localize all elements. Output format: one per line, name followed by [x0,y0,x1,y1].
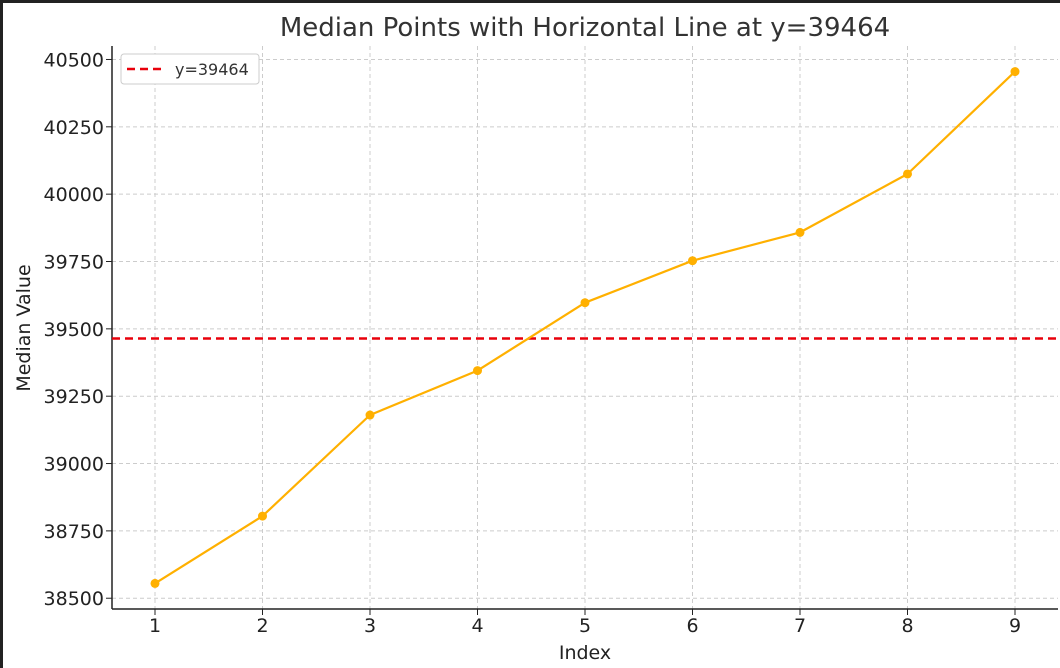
y-tick-label: 39250 [44,386,104,408]
y-tick-label: 40250 [44,117,104,139]
y-tick-label: 38750 [44,521,104,543]
grid [112,46,1058,609]
y-tick-label: 38500 [44,588,104,610]
y-tick-label: 40000 [44,184,104,206]
data-point [580,298,590,308]
y-tick-label: 39500 [44,319,104,341]
legend-box [120,53,260,85]
y-tick-label: 39750 [44,252,104,274]
series [150,67,1020,588]
y-tick-label: 40500 [44,49,104,71]
legend: y=39464 [120,53,260,85]
y-axis-label: Median Value [13,264,35,391]
x-tick-label: 3 [364,615,376,637]
data-point [365,410,375,420]
data-point [150,578,160,588]
x-tick-label: 9 [1009,615,1021,637]
x-tick-label: 7 [794,615,806,637]
x-tick-label: 6 [686,615,698,637]
x-tick-label: 4 [471,615,483,637]
data-point [903,169,912,179]
y-tick-label: 39000 [44,454,104,476]
axes: 38500 38750 39000 39250 39500 39750 40000 40250… [44,46,1058,637]
x-tick-label: 8 [901,615,913,637]
chart-title: Median Points with Horizontal Line at y=… [280,13,890,43]
data-point [258,511,267,521]
data-point [795,227,805,237]
legend-label-hline: y=39464 [175,60,249,79]
x-axis-label: Index [559,642,611,664]
data-point [1010,67,1020,77]
x-tick-label: 1 [149,615,161,637]
data-point [473,366,482,376]
data-point [688,256,697,266]
x-tick-label: 2 [256,615,268,637]
x-tick-label: 5 [579,615,591,637]
